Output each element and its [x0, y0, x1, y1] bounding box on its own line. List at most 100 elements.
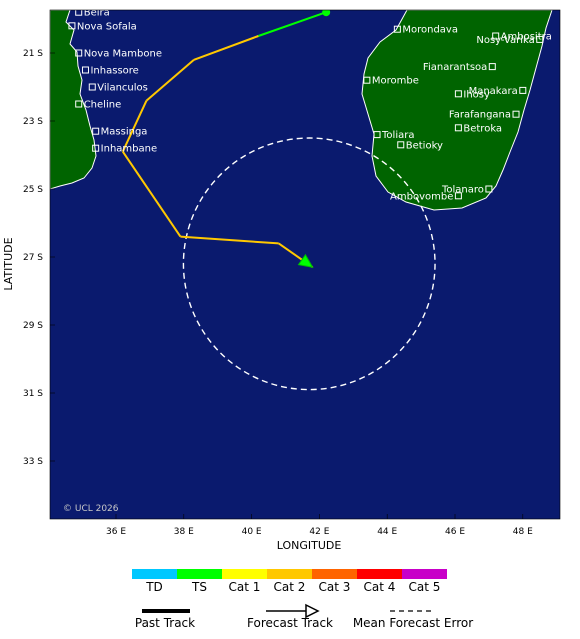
mean-error-label: Mean Forecast Error: [353, 616, 473, 630]
place-name: Fianarantsoa: [423, 62, 487, 73]
place-name: Beira: [84, 8, 110, 19]
place-marker: Inhambane: [92, 144, 157, 155]
place-square-icon: [536, 35, 544, 43]
forecast-arrow-icon: [305, 603, 320, 619]
y-tick-label: 29 S: [23, 321, 43, 331]
place-square-icon: [492, 32, 500, 40]
category-swatch: [267, 569, 312, 579]
forecast-error-circle: [182, 137, 436, 391]
category-swatch: [132, 569, 177, 579]
place-name: Ambovombe: [390, 191, 453, 202]
place-name: Farafangana: [449, 110, 511, 121]
place-square-icon: [393, 25, 401, 33]
y-axis-title: LATITUDE: [2, 237, 15, 290]
x-axis-ticks: 36 E 38 E 40 E 42 E 44 E 46 E 48 E: [106, 514, 533, 537]
place-marker: Fianarantsoa: [423, 62, 496, 73]
place-square-icon: [92, 144, 100, 152]
past-track-segment: [121, 100, 148, 153]
place-marker: Manakara: [469, 86, 527, 97]
place-square-icon: [397, 141, 405, 149]
category-label: TD: [145, 580, 163, 594]
category-swatch: [177, 569, 222, 579]
past-track-segment: [180, 235, 279, 245]
place-square-icon: [488, 63, 496, 71]
place-square-icon: [454, 90, 462, 98]
category-label: Cat 2: [274, 580, 306, 594]
place-marker: Ambositra: [492, 32, 552, 43]
past-track-segment: [193, 35, 259, 61]
place-marker: Nosy-Varika: [476, 35, 544, 46]
past-track-segment: [121, 151, 182, 238]
place-marker: Morondava: [393, 25, 458, 36]
place-name: Nova Mambone: [84, 49, 162, 60]
past-track-label: Past Track: [135, 616, 195, 630]
place-square-icon: [454, 192, 462, 200]
category-label: Cat 1: [229, 580, 261, 594]
place-square-icon: [92, 127, 100, 135]
place-square-icon: [75, 49, 83, 57]
x-axis-title: LONGITUDE: [277, 539, 342, 552]
place-name: Manakara: [469, 86, 518, 97]
place-marker: Vilanculos: [88, 83, 148, 94]
place-name: Nova Sofala: [77, 21, 137, 32]
place-name: Betroka: [463, 123, 502, 134]
place-name: Morondava: [402, 25, 458, 36]
place-marker: Cheline: [75, 100, 122, 111]
place-marker: Nova Mambone: [75, 49, 162, 60]
y-tick-label: 21 S: [23, 49, 43, 59]
y-axis-ticks: 21 S 23 S 25 S 27 S 29 S 31 S 33 S: [23, 49, 55, 467]
forecast-track-label: Forecast Track: [247, 616, 333, 630]
place-marker: Inhassore: [81, 66, 139, 77]
place-square-icon: [512, 110, 520, 118]
place-square-icon: [75, 10, 83, 16]
x-tick-label: 44 E: [377, 527, 397, 537]
category-swatch: [402, 569, 447, 579]
place-name: Cheline: [84, 100, 122, 111]
place-marker: Massinga: [92, 127, 148, 138]
place-marker: Nova Sofala: [68, 21, 137, 32]
place-name: Inhambane: [101, 144, 157, 155]
past-track-segment: [145, 59, 195, 102]
place-name: Toliara: [381, 130, 414, 141]
x-tick-label: 42 E: [309, 527, 329, 537]
place-square-icon: [75, 100, 83, 108]
category-label: Cat 5: [409, 580, 441, 594]
x-tick-label: 46 E: [445, 527, 465, 537]
track-point: [322, 10, 331, 17]
place-marker: Betroka: [454, 123, 502, 134]
x-tick-label: 48 E: [513, 527, 533, 537]
place-name: Morombe: [372, 76, 419, 87]
place-square-icon: [454, 124, 462, 132]
place-name: Ambositra: [501, 32, 552, 43]
place-marker: Beira: [75, 8, 110, 19]
place-square-icon: [88, 83, 96, 91]
place-name: Inhassore: [90, 66, 138, 77]
place-square-icon: [519, 86, 527, 94]
category-label: TS: [191, 580, 207, 594]
y-tick-label: 27 S: [23, 253, 43, 263]
place-square-icon: [373, 131, 381, 139]
category-label: Cat 3: [319, 580, 351, 594]
place-square-icon: [68, 22, 76, 30]
category-legend: TD TS Cat 1 Cat 2 Cat 3 Cat 4 Cat 5: [132, 569, 447, 594]
plot-border: [49, 9, 561, 520]
y-tick-label: 25 S: [23, 185, 43, 195]
past-track-segment: [258, 11, 327, 37]
x-tick-label: 36 E: [106, 527, 126, 537]
x-tick-label: 38 E: [174, 527, 194, 537]
place-marker: Ambovombe: [390, 191, 462, 202]
category-swatch: [312, 569, 357, 579]
category-label: Cat 4: [364, 580, 396, 594]
place-marker: Morombe: [363, 76, 419, 87]
place-markers: Beira Nova Sofala Nova Mambone Inhassore Vil…: [68, 8, 552, 202]
place-name: Vilanculos: [97, 83, 148, 94]
place-name: Massinga: [101, 127, 148, 138]
place-square-icon: [81, 66, 89, 74]
y-tick-label: 23 S: [23, 117, 43, 127]
place-marker: Betioky: [397, 140, 443, 151]
category-swatch: [222, 569, 267, 579]
category-swatch: [357, 569, 402, 579]
forecast-arrow-icon: [297, 253, 314, 268]
place-marker: Ihosy: [454, 89, 490, 100]
